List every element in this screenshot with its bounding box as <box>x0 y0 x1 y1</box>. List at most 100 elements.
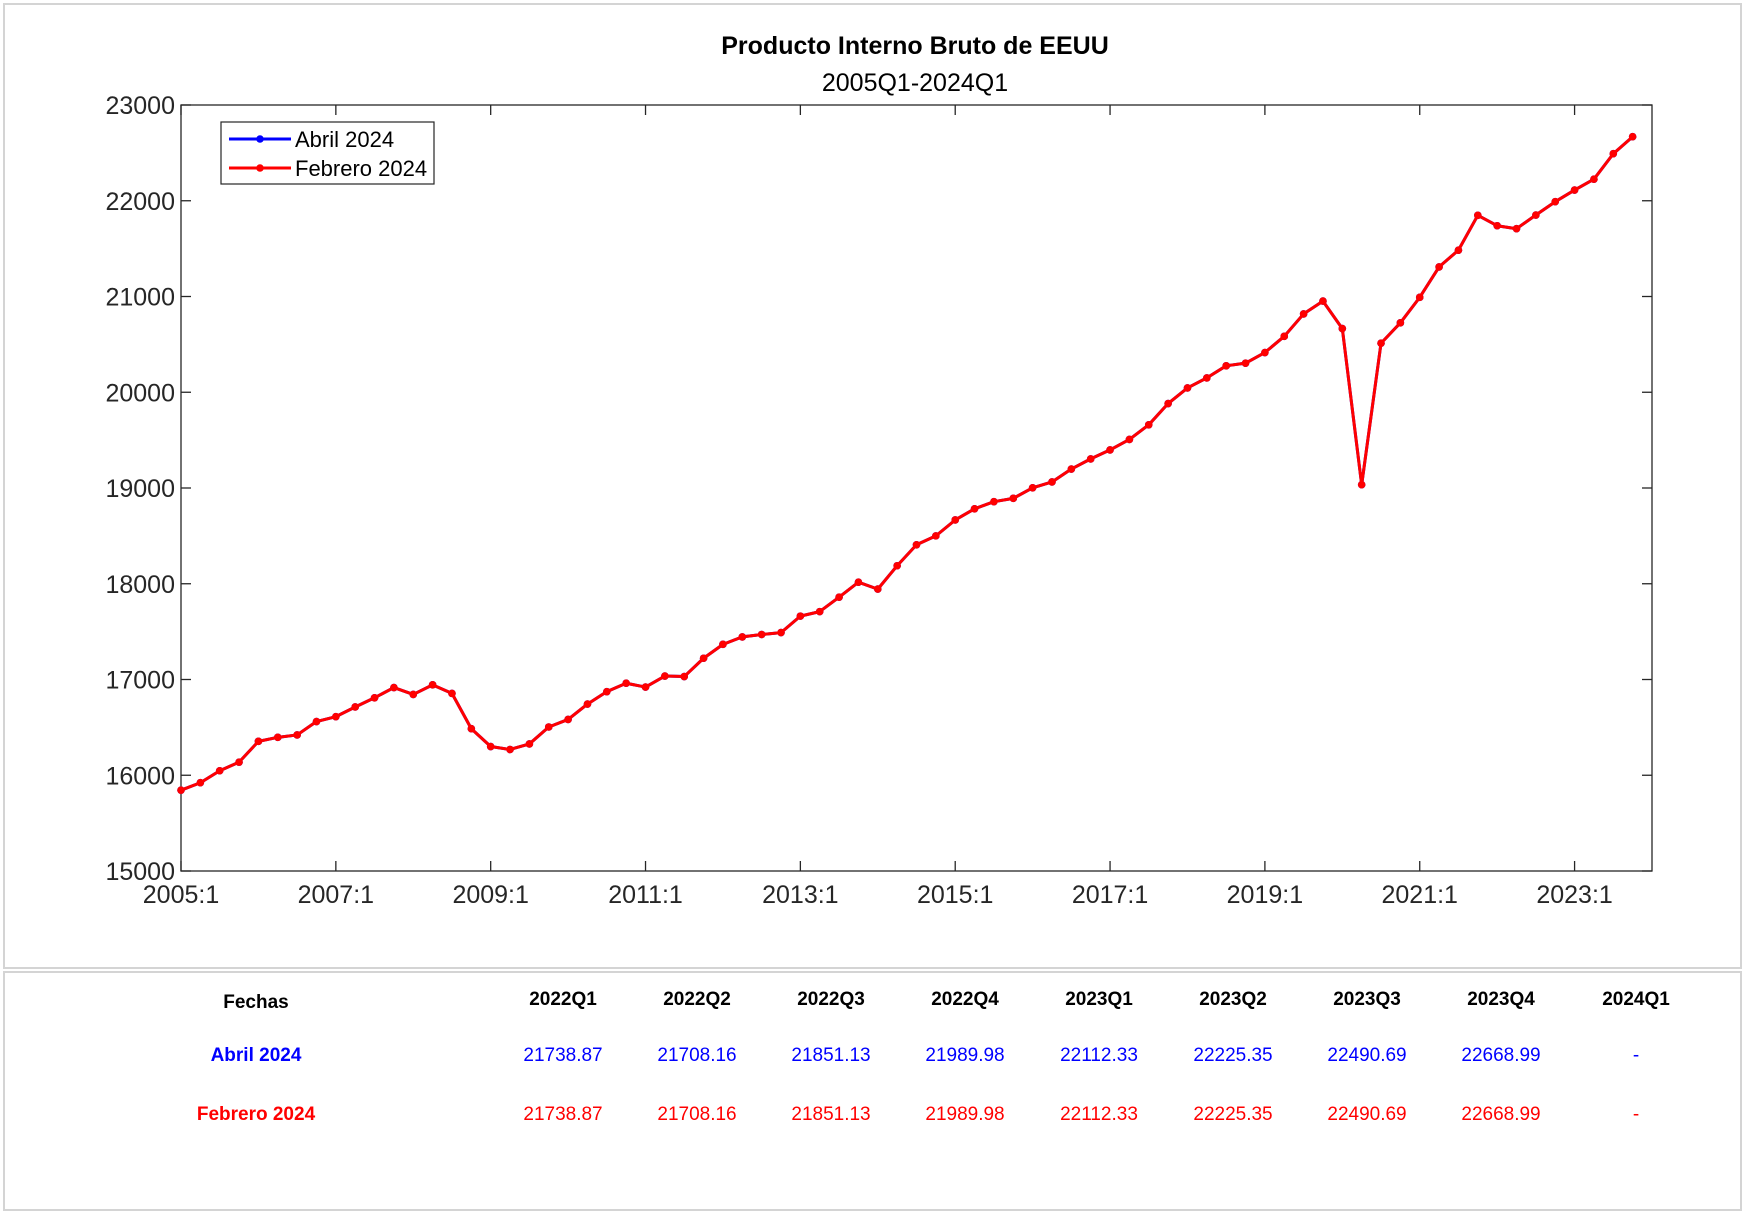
data-point <box>254 737 263 746</box>
data-point <box>1067 465 1076 473</box>
y-tick-label: 21000 <box>105 284 175 312</box>
table-cell-value: 22490.69 <box>1327 1104 1407 1125</box>
data-point <box>1532 211 1540 219</box>
data-point <box>448 689 456 698</box>
table-row-label: Abril 2024 <box>210 1045 302 1066</box>
data-point <box>719 640 727 649</box>
table-header-column: 2022Q2 <box>663 989 731 1010</box>
y-tick-label: 18000 <box>105 571 175 599</box>
data-point <box>370 693 379 702</box>
table-header-column: 2022Q4 <box>931 989 999 1010</box>
data-point <box>1570 186 1579 194</box>
data-point <box>1319 297 1327 305</box>
data-point <box>622 679 630 688</box>
data-point <box>777 628 785 637</box>
y-axis: 15000 16000 17000 18000 19000 20000 21000 22000… <box>105 92 1652 886</box>
data-point <box>1590 175 1598 184</box>
data-point <box>1299 310 1308 318</box>
data-point <box>1086 455 1095 463</box>
table-header-column: 2023Q1 <box>1065 989 1133 1010</box>
data-point <box>1338 324 1347 333</box>
data-point <box>235 758 243 766</box>
table-cell-value: 22112.33 <box>1060 1045 1138 1066</box>
data-point <box>1009 494 1018 503</box>
data-point <box>332 712 340 721</box>
table-cell-value: 22225.35 <box>1193 1045 1273 1066</box>
x-tick-label: 2017:1 <box>1072 881 1148 909</box>
data-point <box>932 532 940 540</box>
legend-box <box>220 121 435 185</box>
gdp-line-chart: Producto Interno Bruto de EEUU 2005Q1-20… <box>105 32 1653 909</box>
data-point <box>1144 421 1153 429</box>
data-point <box>1028 484 1037 492</box>
legend-swatch-marker <box>256 164 264 172</box>
legend-entry-label: Abril 2024 <box>295 127 394 152</box>
table-cell-value: 21989.98 <box>925 1045 1005 1066</box>
chart-panel: Producto Interno Bruto de EEUU 2005Q1-20… <box>3 3 1742 969</box>
legend-swatch-marker <box>256 135 264 143</box>
table-header-column: 2023Q2 <box>1199 989 1267 1010</box>
data-point <box>1377 339 1385 348</box>
table-cell-value: 21738.87 <box>523 1045 603 1066</box>
series-layer <box>177 132 1637 794</box>
table-cell-value: 22668.99 <box>1461 1045 1541 1066</box>
data-point <box>293 731 301 739</box>
data-point <box>699 654 708 663</box>
table-header-fechas: Fechas <box>223 992 289 1013</box>
data-point <box>351 703 359 711</box>
data-point <box>641 683 650 691</box>
data-point <box>1183 384 1192 392</box>
data-table: Fechas 2022Q1 2022Q2 2022Q3 2022Q4 2023Q1 2023… <box>3 971 1742 1211</box>
table-cell-value: 22225.35 <box>1193 1104 1273 1125</box>
data-point <box>680 672 689 681</box>
data-point <box>409 690 418 699</box>
data-point <box>873 585 882 593</box>
table-row-label: Febrero 2024 <box>196 1104 316 1125</box>
x-tick-label: 2005:1 <box>143 881 219 909</box>
data-point <box>390 683 398 692</box>
data-point <box>1551 197 1560 206</box>
x-tick-label: 2011:1 <box>608 881 683 909</box>
data-point <box>1357 480 1366 489</box>
y-tick-label: 19000 <box>105 475 175 503</box>
series-abril-2024 <box>177 132 1637 794</box>
x-axis: 2005:1 2007:1 2009:1 2011:1 2013:1 2015:1 2017… <box>143 105 1613 909</box>
legend: Abril 2024 Febrero 2024 <box>220 121 435 185</box>
y-tick-label: 17000 <box>105 667 175 695</box>
table-cell-value: - <box>1632 1045 1640 1066</box>
data-point <box>486 742 495 751</box>
legend-entry-label: Febrero 2024 <box>295 156 427 181</box>
data-point <box>796 612 805 620</box>
data-point <box>525 740 534 748</box>
table-header-column: 2024Q1 <box>1602 989 1670 1010</box>
data-point <box>1164 399 1172 408</box>
data-point <box>1106 446 1114 454</box>
table-header-column: 2023Q4 <box>1467 989 1535 1010</box>
table-cell-value: 22490.69 <box>1327 1045 1407 1066</box>
data-point <box>1474 211 1482 220</box>
table-cell-value: 21989.98 <box>925 1104 1005 1125</box>
data-point <box>215 766 224 775</box>
chart-title: Producto Interno Bruto de EEUU <box>721 32 1109 60</box>
data-point <box>1125 435 1134 444</box>
data-point <box>583 700 592 708</box>
data-point <box>1280 332 1289 341</box>
y-tick-label: 15000 <box>105 858 175 886</box>
table-header-column: 2023Q3 <box>1333 989 1401 1010</box>
x-tick-label: 2013:1 <box>762 881 838 909</box>
table-cell-value: 22112.33 <box>1060 1104 1138 1125</box>
x-tick-label: 2007:1 <box>298 881 374 909</box>
data-point <box>428 681 437 689</box>
series-line <box>180 135 1634 792</box>
data-point <box>1241 359 1250 367</box>
y-tick-label: 23000 <box>105 92 175 120</box>
data-point <box>757 630 766 639</box>
data-point <box>912 540 921 549</box>
data-point <box>177 786 185 794</box>
data-point <box>951 516 960 524</box>
y-tick-label: 16000 <box>105 762 175 790</box>
table-cell-value: 21708.16 <box>657 1045 737 1066</box>
table-cell-value: 21708.16 <box>657 1104 737 1125</box>
series-line <box>180 135 1634 792</box>
table-cell-value: 22668.99 <box>1461 1104 1541 1125</box>
